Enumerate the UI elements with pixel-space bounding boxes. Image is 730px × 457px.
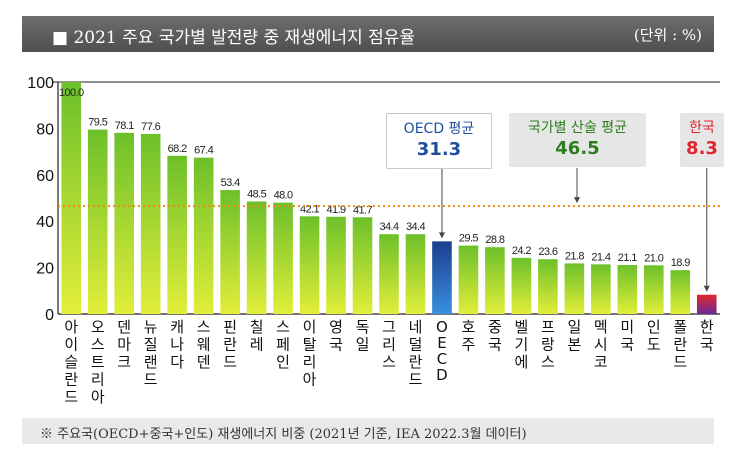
korea-value: 8.3 (686, 138, 718, 159)
bar-value-label: 42.1 (300, 203, 319, 215)
bar-value-label: 21.1 (618, 252, 637, 264)
y-tick-label: 0 (45, 307, 54, 324)
bar (114, 132, 134, 314)
bar-value-label: 77.6 (141, 121, 160, 133)
bar (299, 216, 320, 314)
oecd-average-callout: OECD 평균 31.3 (386, 113, 492, 169)
y-tick-label: 80 (36, 121, 54, 138)
bar-chart: 0 20 40 60 80 100 100.0 아 이 슬 란 드 79.5 오 스 트 리 아 78.1 덴 마 크 77… (27, 75, 720, 406)
bar-value-label: 41.7 (353, 204, 372, 216)
bar-value-label: 24.2 (512, 245, 531, 257)
bar-value-label: 21.8 (565, 250, 584, 262)
chart-title-text: 2021 주요 국가별 발전량 중 재생에너지 점유율 (73, 28, 416, 48)
bar-value-label: 18.9 (671, 257, 690, 269)
bar-value-label: 28.8 (485, 234, 504, 246)
bar-value-label: 78.1 (115, 120, 134, 132)
y-tick-label: 20 (36, 261, 54, 278)
unit-label: (단위 : %) (633, 26, 702, 44)
bar (564, 263, 585, 314)
bar (458, 245, 479, 314)
bar-value-label: 29.5 (459, 233, 478, 245)
bar (87, 129, 108, 314)
y-tick-label: 40 (36, 214, 54, 231)
bar-value-label: 41.9 (327, 204, 346, 216)
bar-value-label: 34.4 (406, 221, 425, 233)
korea-callout: 한국 8.3 (680, 113, 724, 167)
bar (485, 247, 505, 314)
bar-value-label: 48.5 (247, 188, 266, 200)
korea-label: 한국 (689, 120, 715, 136)
bar (405, 234, 426, 314)
bar (432, 241, 452, 314)
bar-value-label: 21.4 (591, 251, 610, 263)
y-tick-label: 60 (36, 168, 54, 185)
bar (246, 201, 267, 314)
header-bar: ■ 2021 주요 국가별 발전량 중 재생에너지 점유율 (단위 : %) (22, 16, 714, 52)
oecd-average-value: 31.3 (416, 139, 462, 160)
korea-pointer-arrow (703, 285, 710, 292)
oecd-average-label: OECD 평균 (403, 121, 475, 137)
bar-value-label: 68.2 (168, 143, 187, 155)
bar-value-label: 21.0 (644, 252, 663, 264)
bar (220, 190, 240, 314)
bar (538, 259, 558, 314)
bar (326, 216, 346, 314)
country-average-label: 국가별 산술 평균 (527, 120, 628, 136)
bar-value-label: 53.4 (221, 177, 240, 189)
bar-value-label: 48.0 (274, 190, 293, 202)
bar (167, 155, 187, 314)
bar-value-label: 67.4 (194, 145, 213, 157)
country-average-value: 46.5 (555, 138, 600, 159)
average-pointer-arrow (574, 197, 580, 204)
bar (591, 264, 611, 314)
bar (352, 217, 373, 314)
footer-bar: ※ 주요국(OECD+중국+인도) 재생에너지 비중 (2021년 기준, IE… (22, 418, 714, 444)
bar (617, 265, 638, 314)
chart-title: ■ 2021 주요 국가별 발전량 중 재생에너지 점유율 (52, 28, 416, 48)
bar (61, 82, 82, 314)
oecd-pointer-arrow (438, 232, 445, 239)
bar (696, 294, 717, 314)
bar (511, 257, 532, 314)
bar (140, 133, 161, 314)
bar-value-label: 23.6 (538, 246, 557, 258)
country-average-callout: 국가별 산술 평균 46.5 (509, 113, 646, 167)
bar (379, 234, 399, 314)
bar (670, 270, 691, 314)
bar (644, 265, 664, 314)
bar-value-label: 100.0 (59, 87, 84, 99)
bar-value-label: 34.4 (379, 221, 398, 233)
bar (273, 202, 293, 314)
bar (193, 157, 214, 314)
footer-note: ※ 주요국(OECD+중국+인도) 재생에너지 비중 (2021년 기준, IE… (40, 427, 527, 442)
y-tick-label: 100 (27, 75, 54, 92)
bar-value-label: 79.5 (88, 117, 107, 129)
